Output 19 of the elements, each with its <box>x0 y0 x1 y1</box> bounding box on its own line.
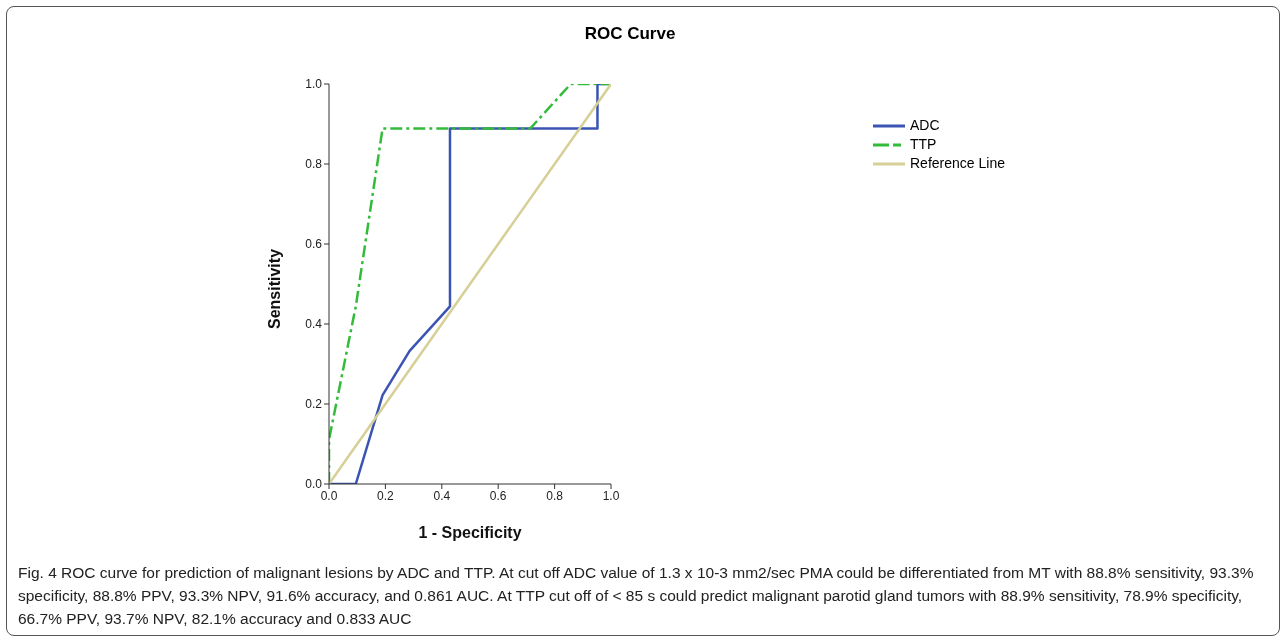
x-tick-label: 0.8 <box>546 488 564 503</box>
x-tick-label: 1.0 <box>602 488 620 503</box>
y-tick-label: 0.0 <box>305 477 323 492</box>
y-axis-title: Sensitivity <box>265 248 283 329</box>
y-tick-label: 0.4 <box>305 317 323 332</box>
y-tick-label: 1.0 <box>305 77 323 92</box>
caption: Fig. 4 ROC curve for prediction of malignant lesions by ADC and TTP. At cut off ADC value of 1.3 x 10-3 mm2/sec PMA could be differentiated from MT with 88.8% sensitivity, 93.3% specificity, 88.8% PPV, 93.3% NPV, 91.6% accuracy, and 0.861 AUC. At TTP cut off of < 85 s could predict malignant parotid gland tumors with 88.9% sensitivity, 78.9% specificity, 66.7% PPV, 93.7% NPV, 82.1% accuracy and 0.833 AUC <box>18 563 1255 629</box>
y-tick-label: 0.8 <box>305 157 323 172</box>
x-tick-label: 0.2 <box>377 488 395 503</box>
x-tick-label: 0.4 <box>433 488 451 503</box>
x-tick-label: 0.0 <box>320 488 338 503</box>
y-tick-label: 0.2 <box>305 397 323 412</box>
y-tick-label: 0.6 <box>305 237 323 252</box>
x-axis-title: 1 - Specificity <box>418 524 522 541</box>
legend-label: Reference Line <box>910 154 1005 173</box>
chart-title: ROC Curve <box>583 24 677 44</box>
x-tick-label: 0.6 <box>489 488 507 503</box>
legend-label: ADC <box>910 116 940 135</box>
legend-label: TTP <box>910 135 937 154</box>
